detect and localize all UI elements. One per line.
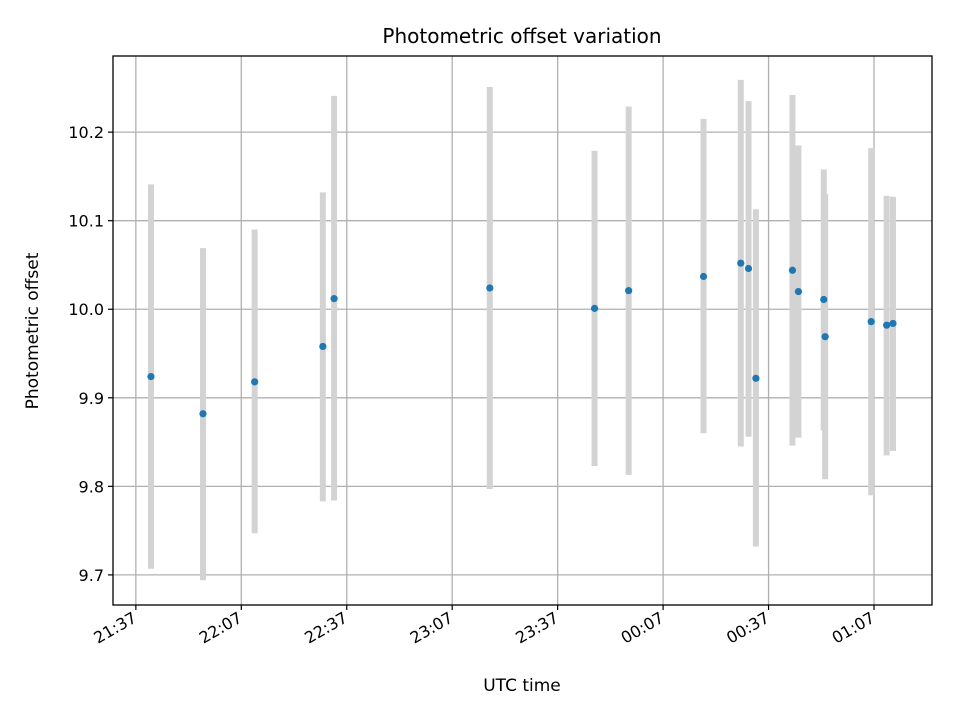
y-tick-label: 9.8 [79,477,104,496]
errorbar-layer [147,79,896,581]
data-point [199,410,207,418]
data-point [744,264,753,273]
data-point [699,272,708,281]
data-point [625,287,633,295]
x-tick-label: 21:37 [90,608,139,648]
y-tick-label: 9.9 [79,389,104,408]
data-point [883,321,891,329]
data-point [820,295,828,304]
data-point [590,304,599,312]
y-axis-label: Photometric offset [23,252,43,409]
data-point [251,378,259,386]
grid-layer [113,56,932,605]
data-point [319,342,327,351]
data-point [794,287,803,296]
x-tick-label: 00:37 [723,608,772,648]
data-point [889,319,897,328]
y-tick-label: 10.0 [68,300,104,319]
x-tick-label: 22:37 [301,608,350,648]
x-tick-label: 23:07 [407,608,456,648]
point-layer [147,259,897,418]
y-tick-label: 10.2 [68,123,104,142]
data-point [147,372,155,381]
x-tick-label: 22:07 [196,608,245,648]
x-tick-label: 00:07 [618,608,667,648]
x-axis-label: UTC time [483,676,561,696]
y-tick-label: 9.7 [79,566,104,585]
data-point [752,374,760,382]
x-tick-label: 23:37 [512,608,561,648]
data-point [330,295,338,303]
data-point [486,284,494,292]
chart-title: Photometric offset variation [382,24,661,48]
plot-frame [112,55,933,606]
data-point [867,318,875,326]
data-point [788,266,797,274]
y-tick-label: 10.1 [68,212,104,231]
data-point [737,259,745,267]
data-point [821,333,829,341]
x-tick-label: 01:07 [829,608,878,648]
